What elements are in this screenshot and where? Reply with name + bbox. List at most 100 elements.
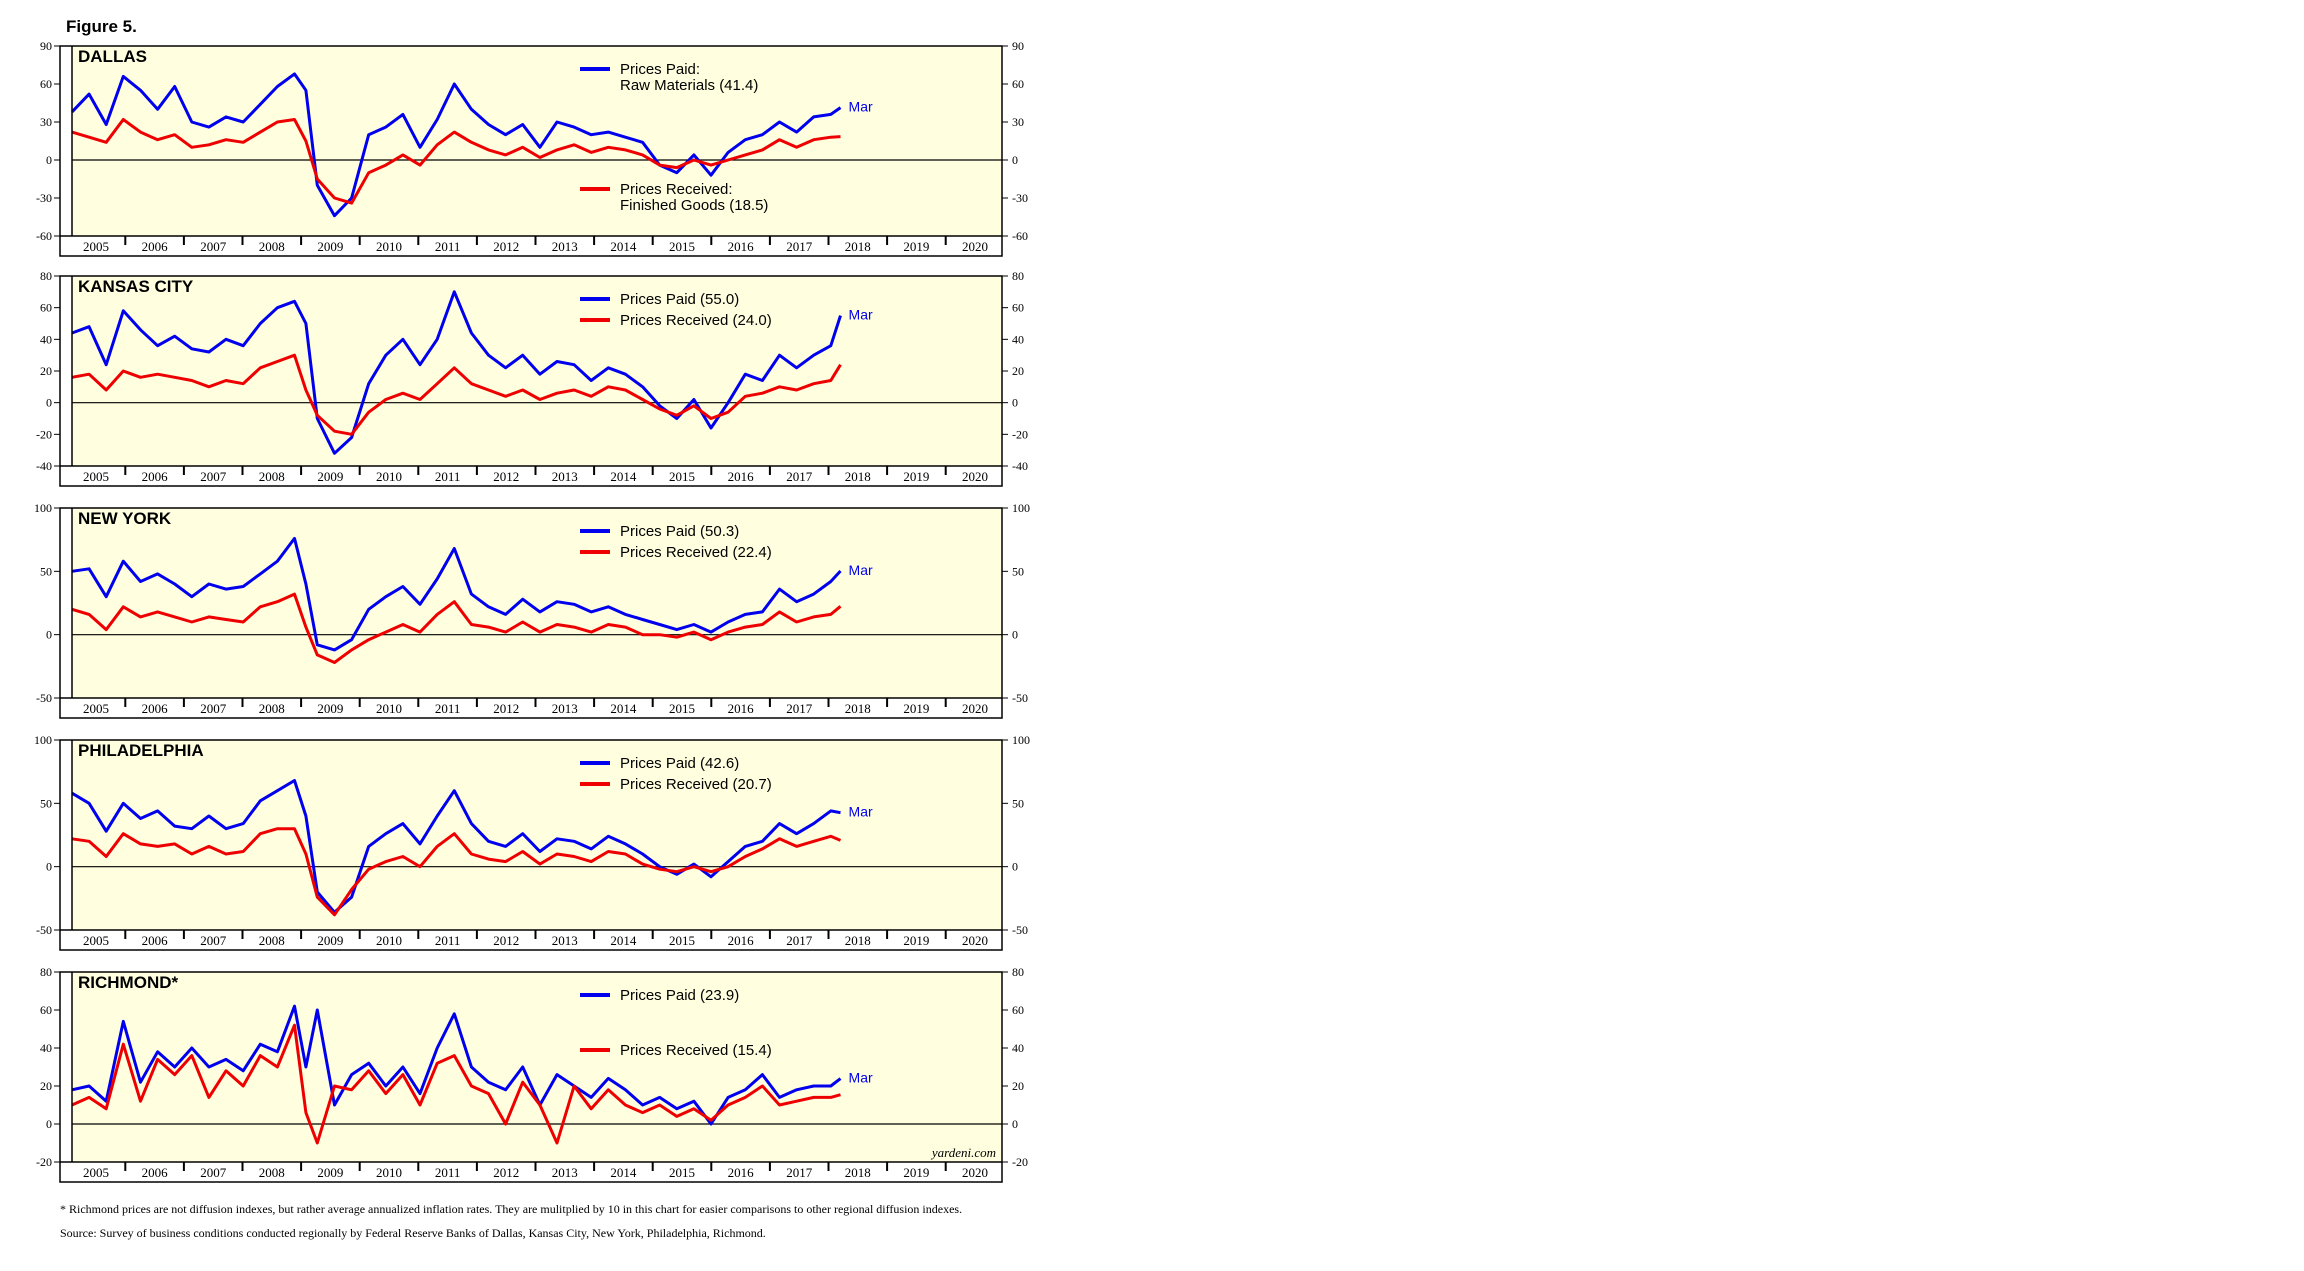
- panel-title: RICHMOND*: [78, 973, 178, 992]
- x-tick-label: 2018: [845, 701, 871, 716]
- y-tick-label-left: -20: [36, 1155, 52, 1169]
- y-tick-label-right: -20: [1012, 427, 1028, 441]
- source-note: Source: Survey of business conditions co…: [60, 1226, 766, 1240]
- legend-label-paid: Prices Paid (42.6): [620, 755, 739, 772]
- y-tick-label-right: 80: [1012, 269, 1024, 283]
- y-tick-label-right: 60: [1012, 1003, 1024, 1017]
- x-tick-label: 2006: [142, 701, 169, 716]
- x-tick-label: 2007: [200, 1165, 227, 1180]
- plot-area: [72, 740, 1002, 930]
- x-tick-label: 2006: [142, 469, 169, 484]
- legend-label-paid: Prices Paid:: [620, 61, 700, 78]
- y-tick-label-right: 0: [1012, 153, 1018, 167]
- x-tick-label: 2014: [610, 933, 637, 948]
- x-tick-label: 2009: [317, 933, 343, 948]
- x-tick-label: 2008: [259, 239, 285, 254]
- panel-title: KANSAS CITY: [78, 277, 194, 296]
- legend-label-received: Prices Received (24.0): [620, 312, 772, 329]
- x-tick-label: 2008: [259, 933, 285, 948]
- y-tick-label-left: 50: [40, 564, 52, 578]
- x-tick-label: 2019: [903, 239, 929, 254]
- y-tick-label-right: -40: [1012, 459, 1028, 473]
- panel-title: PHILADELPHIA: [78, 741, 204, 760]
- x-tick-label: 2013: [552, 1165, 578, 1180]
- x-tick-label: 2017: [786, 239, 813, 254]
- y-tick-label-left: 0: [46, 153, 52, 167]
- x-tick-label: 2016: [728, 701, 755, 716]
- footnote: * Richmond prices are not diffusion inde…: [60, 1202, 963, 1216]
- y-tick-label-left: -20: [36, 427, 52, 441]
- x-tick-label: 2015: [669, 1165, 695, 1180]
- plot-area: [72, 972, 1002, 1162]
- y-tick-label-right: 100: [1012, 733, 1030, 747]
- x-tick-label: 2015: [669, 701, 695, 716]
- y-tick-label-left: 30: [40, 115, 52, 129]
- panel-philadelphia: Mar PHILADELPHIA -50 -50 0 0 50 50 100 100 2005 200…: [34, 733, 1030, 951]
- y-tick-label-right: 20: [1012, 364, 1024, 378]
- series-prices-received-line: [71, 1023, 841, 1145]
- y-tick-label-right: 0: [1012, 628, 1018, 642]
- x-tick-label: 2011: [435, 469, 461, 484]
- last-point-label: Mar: [849, 307, 873, 323]
- panel-frame: [59, 275, 1003, 487]
- figure-label: Figure 5.: [66, 17, 137, 36]
- y-tick-label-right: 50: [1012, 564, 1024, 578]
- x-tick-label: 2019: [903, 469, 929, 484]
- x-tick-label: 2008: [259, 469, 285, 484]
- y-tick-label-right: 60: [1012, 77, 1024, 91]
- watermark: yardeni.com: [930, 1145, 996, 1160]
- y-tick-label-right: 40: [1012, 1041, 1024, 1055]
- x-tick-label: 2015: [669, 469, 695, 484]
- y-tick-label-left: 0: [46, 628, 52, 642]
- x-tick-label: 2006: [142, 1165, 169, 1180]
- y-tick-label-left: -50: [36, 691, 52, 705]
- legend-label-received: Prices Received:: [620, 181, 733, 198]
- y-tick-label-right: 0: [1012, 1117, 1018, 1131]
- x-tick-label: 2012: [493, 239, 519, 254]
- x-tick-label: 2017: [786, 933, 813, 948]
- x-tick-label: 2016: [728, 239, 755, 254]
- y-tick-label-right: 50: [1012, 796, 1024, 810]
- legend-label-paid-line2: Raw Materials (41.4): [620, 77, 758, 94]
- y-tick-label-left: 20: [40, 1079, 52, 1093]
- panel-title: NEW YORK: [78, 509, 172, 528]
- x-tick-label: 2007: [200, 239, 227, 254]
- y-tick-label-left: 90: [40, 39, 52, 53]
- last-point-label: Mar: [849, 804, 873, 820]
- x-tick-label: 2013: [552, 933, 578, 948]
- x-tick-label: 2009: [317, 701, 343, 716]
- x-tick-label: 2014: [610, 239, 637, 254]
- x-tick-label: 2019: [903, 701, 929, 716]
- y-tick-label-left: 60: [40, 77, 52, 91]
- y-tick-label-right: -30: [1012, 191, 1028, 205]
- x-tick-label: 2018: [845, 933, 871, 948]
- x-tick-label: 2018: [845, 1165, 871, 1180]
- x-tick-label: 2005: [83, 1165, 109, 1180]
- x-tick-label: 2020: [962, 469, 988, 484]
- x-tick-label: 2011: [435, 1165, 461, 1180]
- x-tick-label: 2011: [435, 933, 461, 948]
- y-tick-label-left: 100: [34, 733, 52, 747]
- x-tick-label: 2007: [200, 701, 227, 716]
- series-prices-paid-line: [71, 779, 841, 914]
- last-point-label: Mar: [849, 99, 873, 115]
- y-tick-label-right: -50: [1012, 691, 1028, 705]
- series-prices-received-line: [71, 592, 842, 664]
- y-tick-label-right: 40: [1012, 332, 1024, 346]
- panel-dallas: Mar DALLAS -60 -60 -30 -30 0 0 30 30 60 60 90 90 2005 2…: [36, 39, 1028, 257]
- series-prices-paid-line: [71, 536, 842, 652]
- y-tick-label-left: 40: [40, 1041, 52, 1055]
- x-tick-label: 2009: [317, 469, 343, 484]
- x-tick-label: 2017: [786, 701, 813, 716]
- x-tick-label: 2012: [493, 701, 519, 716]
- x-tick-label: 2008: [259, 701, 285, 716]
- x-tick-label: 2020: [962, 933, 988, 948]
- x-tick-label: 2020: [962, 1165, 988, 1180]
- x-tick-label: 2014: [610, 701, 637, 716]
- y-tick-label-right: 60: [1012, 301, 1024, 315]
- x-tick-label: 2016: [728, 469, 755, 484]
- x-tick-label: 2005: [83, 933, 109, 948]
